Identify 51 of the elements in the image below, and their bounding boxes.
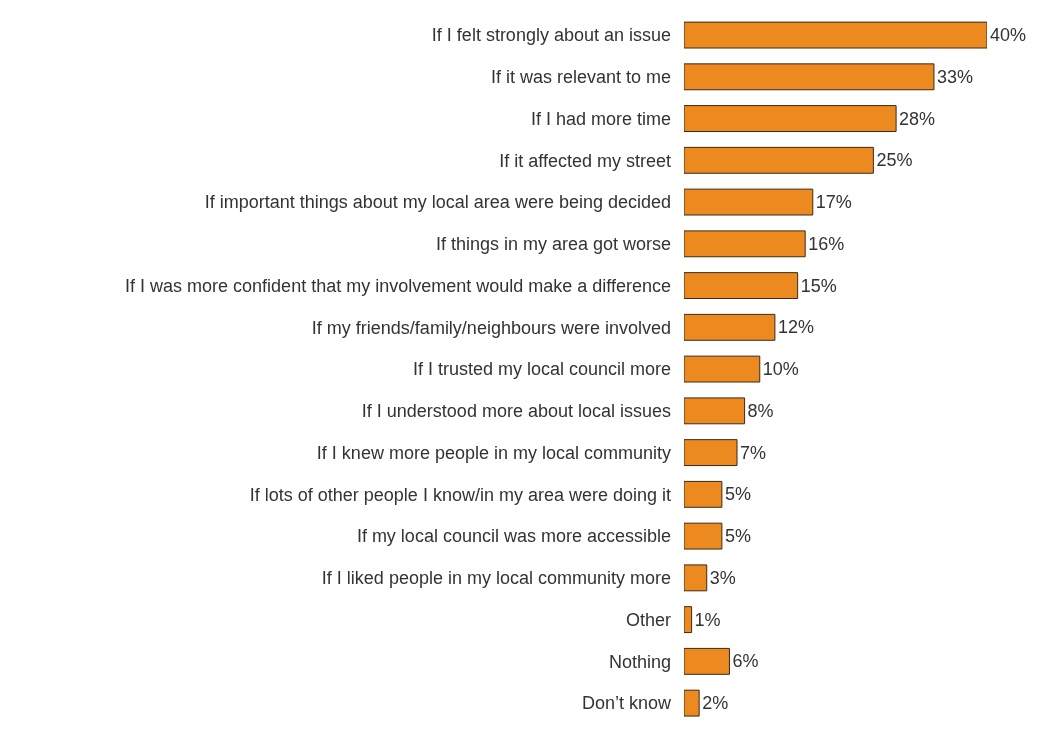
y-tick-label: Don’t know	[581, 693, 672, 714]
bar	[684, 439, 738, 467]
y-tick-label: Other	[625, 609, 671, 630]
bar	[684, 689, 700, 717]
y-tick-label: If I felt strongly about an issue	[431, 25, 671, 46]
y-tick-label: If I had more time	[530, 108, 671, 129]
bar	[684, 63, 935, 91]
data-label: 16%	[808, 233, 845, 254]
bar	[684, 313, 776, 341]
data-label: 40%	[990, 25, 1027, 46]
y-tick-label: If lots of other people I know/in my area were doing it	[249, 484, 671, 505]
bar	[684, 146, 874, 174]
y-tick-label: If I liked people in my local community more	[321, 568, 671, 589]
y-tick-label: If my local council was more accessible	[356, 526, 671, 547]
bar	[684, 480, 723, 508]
data-label: 5%	[724, 484, 751, 505]
data-label: 33%	[936, 66, 974, 87]
data-label: 5%	[724, 526, 751, 547]
bar	[684, 21, 987, 49]
data-label: 8%	[747, 400, 774, 421]
data-label: 15%	[800, 275, 837, 296]
data-label: 10%	[762, 359, 799, 380]
data-label: 28%	[899, 108, 936, 129]
bar	[684, 397, 746, 425]
y-tick-label: If important things about my local area were being decided	[204, 192, 671, 213]
bar	[684, 188, 814, 216]
bar	[684, 355, 761, 383]
y-tick-label: If it was relevant to me	[490, 67, 671, 88]
y-tick-label: If I trusted my local council more	[412, 359, 671, 380]
y-tick-label: If I was more confident that my involvement would make a difference	[125, 275, 671, 296]
y-tick-label: If I understood more about local issues	[361, 401, 671, 422]
bar	[684, 522, 723, 550]
y-tick-label: If my friends/family/neighbours were involved	[311, 317, 671, 338]
data-label: 12%	[777, 317, 814, 338]
bar	[684, 647, 730, 675]
y-tick-label: Nothing	[608, 651, 671, 672]
data-label: 17%	[815, 192, 852, 213]
bar	[684, 230, 806, 258]
data-label: 3%	[709, 567, 736, 588]
y-tick-label: If it affected my street	[499, 150, 671, 171]
bar	[684, 564, 708, 592]
data-label: 25%	[876, 150, 913, 171]
data-label: 2%	[702, 693, 729, 714]
data-label: 7%	[740, 442, 767, 463]
bar	[684, 606, 693, 634]
bar	[684, 272, 799, 300]
y-tick-label: If I knew more people in my local community	[316, 442, 671, 463]
data-label: 6%	[732, 651, 759, 672]
data-label: 1%	[694, 609, 721, 630]
y-tick-label: If things in my area got worse	[435, 234, 671, 255]
bar	[684, 105, 897, 133]
